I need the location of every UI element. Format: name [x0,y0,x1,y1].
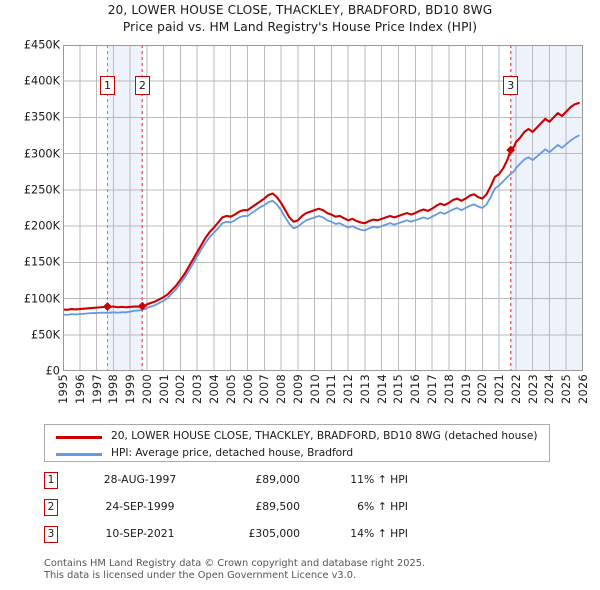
transaction-date: 10-SEP-2021 [105,527,175,540]
legend-label-2: HPI: Average price, detached house, Brad… [111,447,354,459]
y-tick-label: £50K [31,328,60,342]
chart-marker-badge-1: 1 [99,76,115,95]
series-hpi [63,134,580,316]
legend-item-1: 20, LOWER HOUSE CLOSE, THACKLEY, BRADFOR… [45,428,549,447]
highlight-band-2 [510,45,583,371]
legend-swatch-2 [56,453,102,456]
transaction-index-badge: 1 [44,472,58,489]
x-tick-label: 2009 [291,374,305,404]
chart-marker-badge-3: 3 [503,76,519,95]
transaction-hpi-delta: 14% ↑ HPI [350,527,408,540]
x-tick-label: 2012 [342,374,356,404]
y-tick-label: £200K [23,219,60,233]
chart-legend: 20, LOWER HOUSE CLOSE, THACKLEY, BRADFOR… [44,424,550,462]
title-line-2: Price paid vs. HM Land Registry's House … [122,20,478,34]
transaction-index-badge: 3 [44,526,58,543]
transaction-date: 28-AUG-1997 [103,473,177,486]
footer-attribution: Contains HM Land Registry data © Crown c… [44,558,564,581]
transactions-table: 1 28-AUG-1997 £89,000 11% ↑ HPI 2 24-SEP-1999… [44,470,464,551]
transaction-point-2 [137,301,147,311]
transaction-price: £305,000 [248,527,300,540]
y-tick-label: £400K [23,74,60,88]
x-tick-label: 2024 [543,374,557,404]
x-tick-label: 2025 [560,374,574,404]
x-tick-label: 2018 [442,374,456,404]
chart-marker-badge-2: 2 [134,76,150,95]
x-tick-label: 2020 [476,374,490,404]
y-tick-label: £100K [23,292,60,306]
x-tick-label: 2015 [392,374,406,404]
chart-svg [63,45,583,371]
y-tick-label: £450K [23,38,60,52]
x-tick-label: 1996 [73,374,87,404]
legend-label-1: 20, LOWER HOUSE CLOSE, THACKLEY, BRADFOR… [111,430,538,442]
transaction-hpi-delta: 11% ↑ HPI [350,473,408,486]
legend-item-2: HPI: Average price, detached house, Brad… [45,445,549,464]
transaction-date: 24-SEP-1999 [105,500,175,513]
transaction-row: 1 28-AUG-1997 £89,000 11% ↑ HPI [44,470,464,497]
x-tick-label: 2001 [157,374,171,404]
x-tick-label: 2003 [191,374,205,404]
x-tick-label: 2002 [174,374,188,404]
legend-swatch-1 [56,436,102,439]
x-tick-label: 2021 [493,374,507,404]
x-tick-label: 2006 [241,374,255,404]
y-tick-label: £150K [23,255,60,269]
x-tick-label: 2008 [275,374,289,404]
plot-border [63,45,583,371]
x-tick-label: 1995 [57,374,70,404]
x-tick-label: 2014 [375,374,389,404]
y-tick-label: £350K [23,110,60,124]
transaction-point-1 [103,302,112,311]
transaction-hpi-delta: 6% ↑ HPI [357,500,408,513]
x-tick-label: 2000 [140,374,154,404]
x-tick-label: 2007 [258,374,272,404]
x-tick-label: 1998 [107,374,121,404]
y-tick-label: £0 [45,364,60,378]
x-tick-label: 2022 [509,374,523,404]
y-tick-label: £300K [23,147,60,161]
x-axis: 1995 1996 1997 1998 1999 2000 2001 2002 2003 2004… [0,374,600,420]
x-tick-label: 2023 [526,374,540,404]
footer-line-1: Contains HM Land Registry data © Crown c… [44,558,426,569]
x-tick-label: 2019 [459,374,473,404]
x-tick-label: 2026 [577,374,590,404]
x-tick-label: 2016 [409,374,423,404]
chart-title: 20, LOWER HOUSE CLOSE, THACKLEY, BRADFOR… [0,2,600,36]
transaction-row: 2 24-SEP-1999 £89,500 6% ↑ HPI [44,497,464,524]
x-tick-label: 1999 [124,374,138,404]
footer-line-2: This data is licensed under the Open Gov… [44,569,357,581]
transaction-price: £89,500 [255,500,300,513]
x-tick-label: 2004 [207,374,221,404]
x-tick-label: 2011 [325,374,339,404]
x-tick-label: 2005 [224,374,238,404]
x-tick-label: 1997 [90,374,104,404]
x-tick-label: 2010 [308,374,322,404]
y-axis: £0 £50K £100K £150K £200K £250K £300K £350K £400… [0,0,60,590]
transaction-point-3 [506,145,516,155]
transaction-row: 3 10-SEP-2021 £305,000 14% ↑ HPI [44,524,464,551]
x-tick-label: 2017 [426,374,440,404]
transaction-index-badge: 2 [44,499,58,516]
y-tick-label: £250K [23,183,60,197]
x-tick-label: 2013 [358,374,372,404]
title-line-1: 20, LOWER HOUSE CLOSE, THACKLEY, BRADFOR… [107,3,493,17]
transaction-price: £89,000 [255,473,300,486]
plot-area [63,45,583,371]
